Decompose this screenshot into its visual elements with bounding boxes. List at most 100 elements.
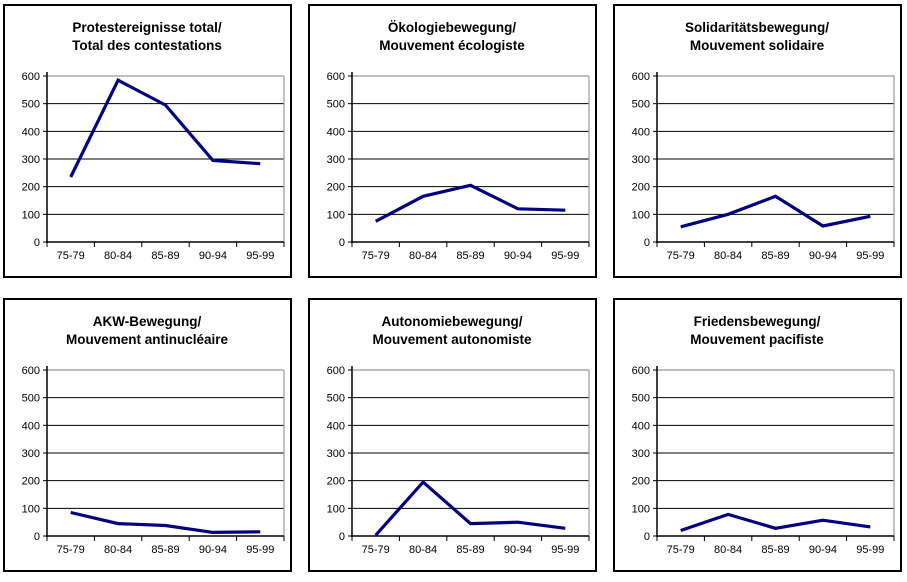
x-tick-label: 95-99 xyxy=(551,250,579,262)
chart-title-line1: Friedensbewegung/ xyxy=(694,314,821,329)
y-tick-label: 100 xyxy=(327,503,345,515)
chart-title-line2: Mouvement antinucléaire xyxy=(66,332,229,347)
y-tick-label: 300 xyxy=(22,154,40,166)
data-line xyxy=(680,194,871,229)
y-tick-label: 200 xyxy=(632,182,650,194)
y-tick-label: 500 xyxy=(327,99,345,111)
x-tick-label: 95-99 xyxy=(246,544,274,556)
y-tick-label: 400 xyxy=(327,420,345,432)
chart-title-line1: Ökologiebewegung/ xyxy=(388,20,517,35)
chart-card-autonomy: Autonomiebewegung/ Mouvement autonomiste… xyxy=(308,298,597,572)
x-tick-label: 90-94 xyxy=(809,544,837,556)
chart-card-ecology: Ökologiebewegung/ Mouvement écologiste 0… xyxy=(308,4,597,278)
x-tick-label: 90-94 xyxy=(504,544,532,556)
y-tick-label: 600 xyxy=(327,365,345,377)
y-tick-label: 0 xyxy=(644,531,650,543)
y-tick-label: 600 xyxy=(22,71,40,83)
x-tick-label: 85-89 xyxy=(456,544,484,556)
y-tick-label: 100 xyxy=(632,209,650,221)
plot-area: 0 100 200 300 400 500 600 75-79 80-84 85-89 90-94 9… xyxy=(22,365,285,556)
x-tick-label: 75-79 xyxy=(57,544,85,556)
line-chart-antinuclear: AKW-Bewegung/ Mouvement antinucléaire 0 1… xyxy=(22,314,285,556)
y-tick-label: 600 xyxy=(632,365,650,377)
data-line xyxy=(69,78,261,178)
x-tick-label: 85-89 xyxy=(456,250,484,262)
y-tick-label: 0 xyxy=(339,531,345,543)
y-tick-label: 500 xyxy=(22,99,40,111)
y-tick-label: 300 xyxy=(632,154,650,166)
y-tick-label: 0 xyxy=(339,237,345,249)
x-tick-label: 95-99 xyxy=(856,544,884,556)
y-tick-label: 200 xyxy=(632,476,650,488)
chart-title-line1: AKW-Bewegung/ xyxy=(93,314,202,329)
y-tick-label: 400 xyxy=(632,126,650,138)
y-tick-label: 500 xyxy=(327,393,345,405)
x-tick-label: 85-89 xyxy=(151,544,179,556)
chart-title-line1: Protestereignisse total/ xyxy=(72,20,222,35)
plot-area: 0 100 200 300 400 500 600 75-79 80-84 85-89 90-94 9… xyxy=(327,71,590,262)
y-tick-label: 100 xyxy=(22,503,40,515)
x-tick-label: 80-84 xyxy=(104,544,132,556)
chart-title-line2: Mouvement autonomiste xyxy=(372,332,532,347)
chart-card-solidarity: Solidaritätsbewegung/ Mouvement solidair… xyxy=(613,4,902,278)
data-line xyxy=(374,183,566,223)
x-tick-label: 85-89 xyxy=(761,250,789,262)
y-tick-label: 500 xyxy=(632,99,650,111)
x-tick-label: 75-79 xyxy=(362,544,390,556)
data-line xyxy=(680,512,871,533)
y-tick-label: 300 xyxy=(632,448,650,460)
y-tick-label: 600 xyxy=(327,71,345,83)
x-tick-label: 80-84 xyxy=(714,250,742,262)
line-chart-autonomy: Autonomiebewegung/ Mouvement autonomiste… xyxy=(327,314,590,556)
line-chart-ecology: Ökologiebewegung/ Mouvement écologiste 0… xyxy=(327,20,590,262)
line-chart-protest-total: Protestereignisse total/ Total des conte… xyxy=(22,20,285,262)
y-tick-label: 100 xyxy=(632,503,650,515)
line-chart-solidarity: Solidaritätsbewegung/ Mouvement solidair… xyxy=(632,20,895,262)
chart-title-line2: Mouvement solidaire xyxy=(690,38,825,53)
x-tick-label: 90-94 xyxy=(199,544,227,556)
y-tick-label: 500 xyxy=(632,393,650,405)
x-tick-label: 85-89 xyxy=(151,250,179,262)
x-tick-label: 95-99 xyxy=(551,544,579,556)
x-tick-label: 90-94 xyxy=(809,250,837,262)
chart-title-line1: Solidaritätsbewegung/ xyxy=(685,20,829,35)
x-tick-label: 80-84 xyxy=(409,544,437,556)
y-tick-label: 300 xyxy=(327,154,345,166)
y-tick-label: 400 xyxy=(22,126,40,138)
y-tick-label: 200 xyxy=(327,476,345,488)
x-tick-label: 95-99 xyxy=(246,250,274,262)
y-tick-label: 400 xyxy=(632,420,650,432)
data-line xyxy=(374,479,566,537)
x-tick-label: 80-84 xyxy=(714,544,742,556)
chart-title-line2: Total des contestations xyxy=(72,38,222,53)
y-tick-label: 100 xyxy=(327,209,345,221)
y-tick-label: 400 xyxy=(327,126,345,138)
x-tick-label: 90-94 xyxy=(199,250,227,262)
chart-title-line2: Mouvement écologiste xyxy=(379,38,525,53)
y-tick-label: 300 xyxy=(327,448,345,460)
plot-area: 0 100 200 300 400 500 600 75-79 80-84 85-89 90-94 9… xyxy=(632,71,895,262)
chart-card-antinuclear: AKW-Bewegung/ Mouvement antinucléaire 0 1… xyxy=(3,298,292,572)
chart-card-protest-total: Protestereignisse total/ Total des conte… xyxy=(3,4,292,278)
x-tick-label: 75-79 xyxy=(667,544,695,556)
y-tick-label: 100 xyxy=(22,209,40,221)
chart-title-line2: Mouvement pacifiste xyxy=(690,332,824,347)
plot-area: 0 100 200 300 400 500 600 75-79 80-84 85-89 90-94 9… xyxy=(632,365,895,556)
x-tick-label: 75-79 xyxy=(57,250,85,262)
y-tick-label: 0 xyxy=(34,531,40,543)
y-tick-label: 0 xyxy=(34,237,40,249)
x-tick-label: 95-99 xyxy=(856,250,884,262)
x-tick-label: 80-84 xyxy=(409,250,437,262)
chart-title-line1: Autonomiebewegung/ xyxy=(382,314,523,329)
plot-area: 0 100 200 300 400 500 600 75-79 80-84 85-89 90-94 9… xyxy=(22,71,285,262)
y-tick-label: 200 xyxy=(22,182,40,194)
y-tick-label: 600 xyxy=(22,365,40,377)
data-line xyxy=(70,510,261,535)
x-tick-label: 75-79 xyxy=(667,250,695,262)
y-tick-label: 400 xyxy=(22,420,40,432)
x-tick-label: 75-79 xyxy=(362,250,390,262)
y-tick-label: 0 xyxy=(644,237,650,249)
x-tick-label: 90-94 xyxy=(504,250,532,262)
line-chart-peace: Friedensbewegung/ Mouvement pacifiste 0 1… xyxy=(632,314,895,556)
